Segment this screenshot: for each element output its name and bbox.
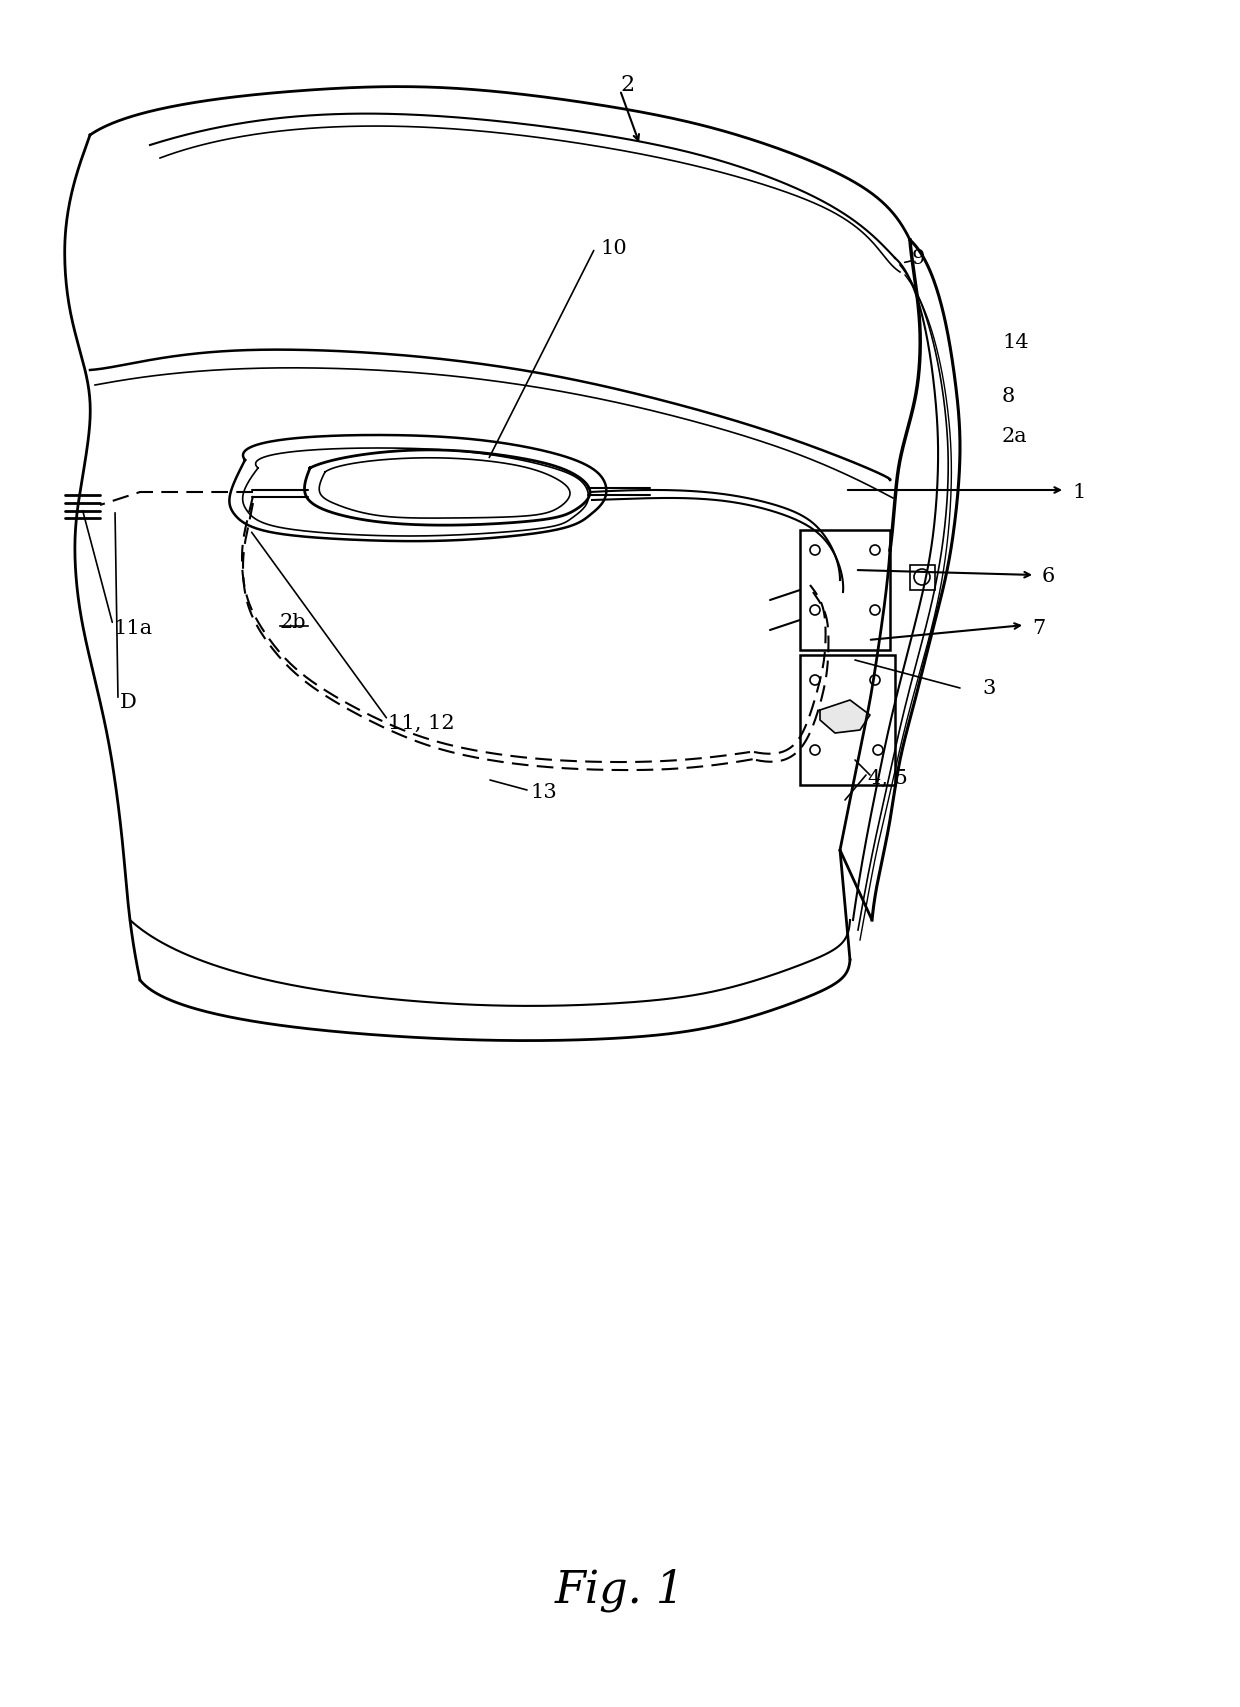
Text: 11, 12: 11, 12 (388, 714, 455, 732)
Bar (800, 655, 895, 785)
Text: 13: 13 (529, 784, 557, 802)
Text: 7: 7 (1032, 618, 1045, 637)
Circle shape (810, 604, 820, 615)
Circle shape (870, 674, 880, 685)
Text: 2: 2 (620, 73, 634, 96)
Circle shape (870, 545, 880, 555)
Text: D: D (120, 693, 136, 712)
Bar (800, 529, 890, 650)
Circle shape (870, 604, 880, 615)
Text: 2a: 2a (1002, 427, 1028, 447)
Circle shape (914, 568, 930, 586)
Text: 9: 9 (911, 249, 925, 268)
Bar (910, 565, 935, 591)
Polygon shape (820, 700, 870, 732)
Text: 10: 10 (600, 239, 626, 258)
Text: 14: 14 (1002, 333, 1029, 352)
Text: 6: 6 (1042, 567, 1055, 587)
Text: Fig. 1: Fig. 1 (554, 1569, 686, 1611)
Circle shape (810, 674, 820, 685)
Text: 3: 3 (982, 678, 996, 698)
Circle shape (810, 545, 820, 555)
Text: 8: 8 (1002, 387, 1016, 406)
Text: 4, 5: 4, 5 (868, 768, 908, 787)
Circle shape (873, 744, 883, 754)
Text: 2b: 2b (280, 613, 306, 632)
Text: 1: 1 (1073, 483, 1085, 502)
Circle shape (810, 744, 820, 754)
Text: 11a: 11a (113, 618, 153, 637)
